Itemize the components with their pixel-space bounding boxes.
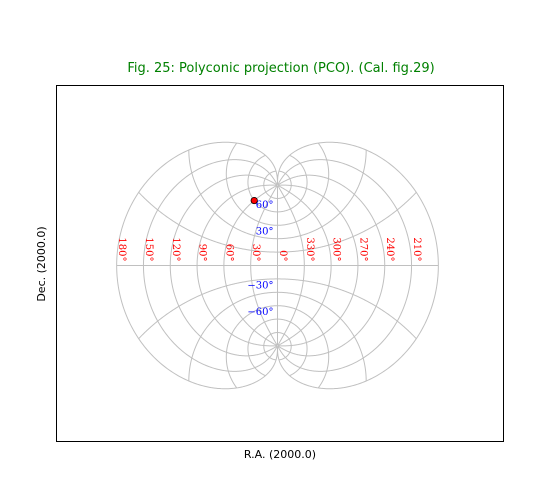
ra-tick-label-210: 210° (411, 237, 422, 261)
chart-title: Fig. 25: Polyconic projection (PCO). (Ca… (127, 61, 434, 76)
parallel--75 (263, 332, 292, 361)
data-points (250, 196, 258, 205)
parallel--45 (225, 305, 330, 389)
plot-frame (56, 85, 504, 442)
ra-tick-label-300: 300° (331, 237, 342, 261)
dec-tick-labels: 60° 30° −30° −60° (247, 200, 273, 318)
dec-tick-label-60: 60° (256, 200, 274, 211)
parallel--30 (188, 291, 367, 381)
parallel--15 (138, 278, 417, 340)
parallel-30 (188, 150, 367, 240)
ra-tick-label-150: 150° (143, 237, 154, 261)
data-point-0 (250, 196, 258, 205)
ra-tick-label-60: 60° (223, 244, 234, 262)
parallel-15 (138, 191, 417, 253)
ra-tick-label-330: 330° (304, 237, 315, 261)
parallel-60 (247, 154, 308, 213)
ra-tick-labels: 150° 120° 90° 60° 30° 0° 330° 300° 270° 240° 210° 1… (116, 237, 422, 261)
dec-tick-label--60: −60° (247, 307, 273, 318)
graticule (116, 141, 439, 390)
parallel-75 (263, 170, 292, 199)
parallel--60 (247, 318, 308, 377)
y-axis-label: Dec. (2000.0) (35, 226, 48, 301)
dec-tick-label--30: −30° (247, 280, 273, 291)
ra-tick-label-270: 270° (357, 237, 368, 261)
dec-tick-label-30: 30° (256, 227, 274, 238)
ra-tick-label-240: 240° (384, 237, 395, 261)
parallel-45 (225, 142, 330, 226)
ra-tick-label-120: 120° (170, 237, 181, 261)
ra-tick-label-180: 180° (116, 237, 127, 261)
ra-tick-label-30: 30° (250, 244, 261, 262)
ra-tick-label-90: 90° (197, 244, 208, 262)
x-axis-label: R.A. (2000.0) (244, 448, 316, 461)
ra-tick-label-0: 0° (277, 250, 288, 261)
